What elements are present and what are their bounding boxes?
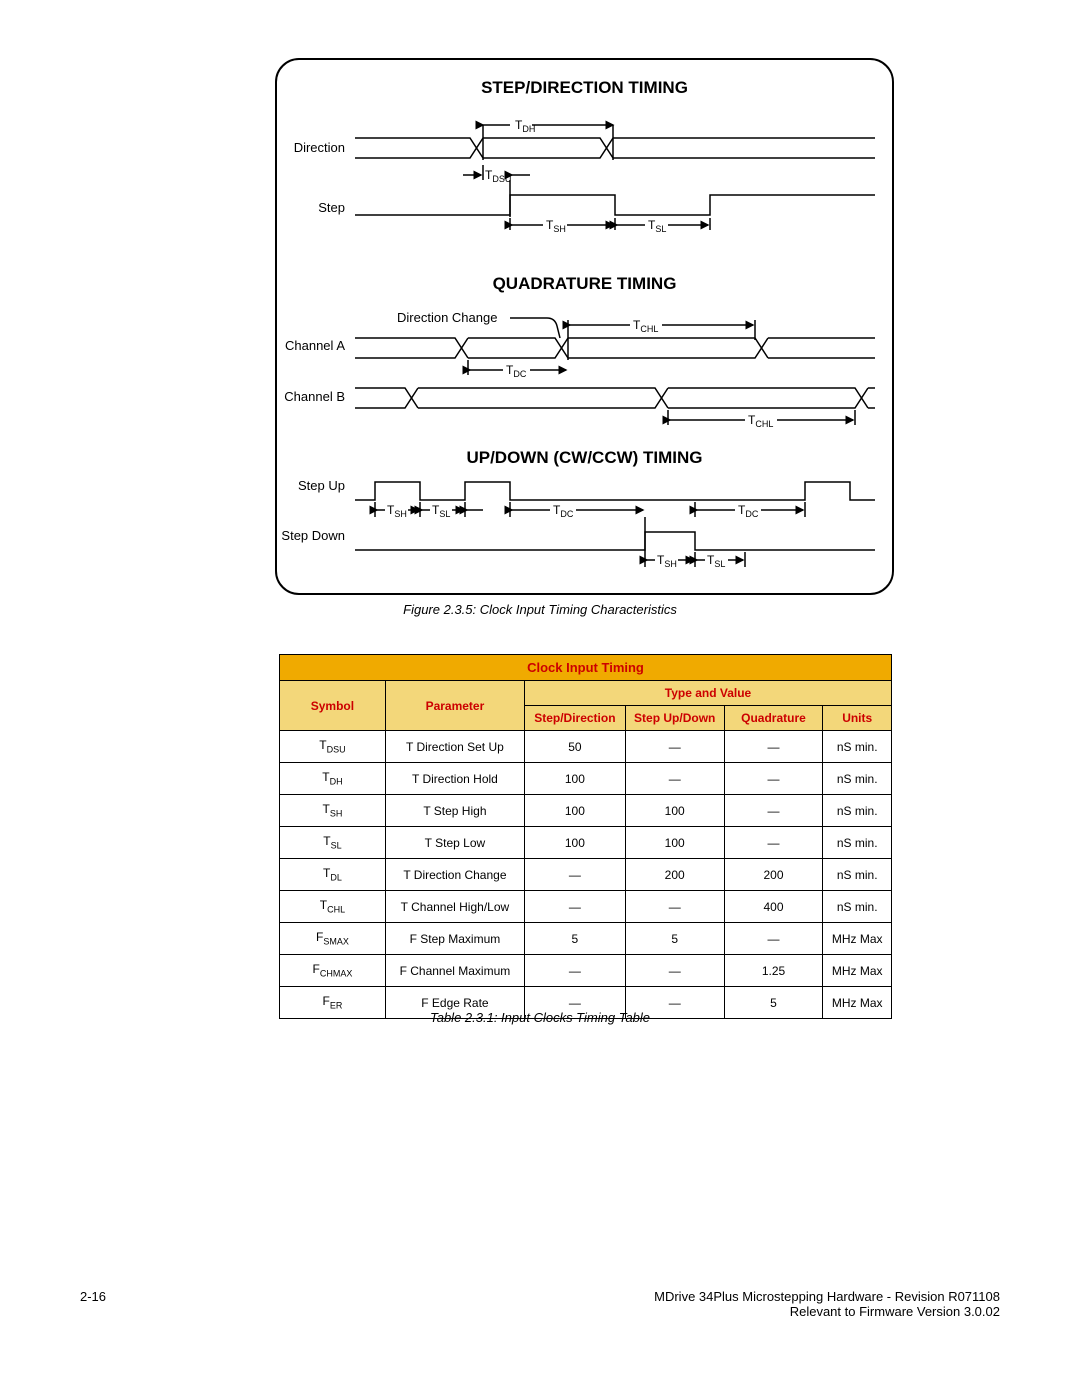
cell-u: MHz Max: [823, 955, 892, 987]
cell-q: 1.25: [724, 955, 823, 987]
cell-param: T Step Low: [385, 827, 524, 859]
footer-right1: MDrive 34Plus Microstepping Hardware - R…: [654, 1289, 1000, 1304]
cell-symbol: TSL: [280, 827, 386, 859]
cell-sd: 100: [524, 827, 625, 859]
table-row: TDHT Direction Hold100——nS min.: [280, 763, 892, 795]
cell-q: 400: [724, 891, 823, 923]
th-sd: Step/Direction: [524, 706, 625, 731]
timing-table: Clock Input Timing Symbol Parameter Type…: [279, 654, 892, 1019]
table-row: TDLT Direction Change—200200nS min.: [280, 859, 892, 891]
cell-u: nS min.: [823, 891, 892, 923]
cell-q: —: [724, 827, 823, 859]
section-title-quad: QUADRATURE TIMING: [277, 274, 892, 294]
th-ud: Step Up/Down: [625, 706, 724, 731]
table-row: FSMAXF Step Maximum55—MHz Max: [280, 923, 892, 955]
th-u: Units: [823, 706, 892, 731]
cell-param: T Direction Set Up: [385, 731, 524, 763]
label-step: Step: [277, 200, 345, 215]
table-row: TSHT Step High100100—nS min.: [280, 795, 892, 827]
cell-param: T Channel High/Low: [385, 891, 524, 923]
label-stepup: Step Up: [267, 478, 345, 493]
cell-ud: 5: [625, 923, 724, 955]
cell-ud: 100: [625, 827, 724, 859]
svg-text:TSH: TSH: [546, 218, 566, 234]
table-row: TCHLT Channel High/Low——400nS min.: [280, 891, 892, 923]
cell-symbol: TSH: [280, 795, 386, 827]
cell-sd: 100: [524, 795, 625, 827]
svg-sd: TDH TDSU TSH TSL: [355, 100, 885, 240]
cell-param: T Direction Change: [385, 859, 524, 891]
table-title: Clock Input Timing: [280, 655, 892, 681]
label-chb: Channel B: [267, 389, 345, 404]
cell-symbol: TCHL: [280, 891, 386, 923]
th-type-value: Type and Value: [524, 681, 891, 706]
svg-text:TDC: TDC: [553, 503, 574, 519]
cell-sd: —: [524, 955, 625, 987]
svg-text:TDH: TDH: [515, 118, 535, 134]
svg-text:TSL: TSL: [707, 553, 725, 569]
svg-text:TDC: TDC: [738, 503, 759, 519]
cell-sd: —: [524, 891, 625, 923]
label-direction: Direction: [277, 140, 345, 155]
label-cha: Channel A: [267, 338, 345, 353]
cell-q: —: [724, 731, 823, 763]
cell-ud: —: [625, 763, 724, 795]
cell-sd: 100: [524, 763, 625, 795]
table-row: FCHMAXF Channel Maximum——1.25MHz Max: [280, 955, 892, 987]
section-title-sd: STEP/DIRECTION TIMING: [277, 78, 892, 98]
page-number: 2-16: [80, 1289, 106, 1304]
svg-text:TCHL: TCHL: [633, 318, 658, 334]
cell-symbol: TDH: [280, 763, 386, 795]
cell-ud: 100: [625, 795, 724, 827]
svg-ud: TSH TSL TDC TDC: [355, 470, 885, 585]
cell-symbol: FCHMAX: [280, 955, 386, 987]
cell-param: T Step High: [385, 795, 524, 827]
cell-u: nS min.: [823, 827, 892, 859]
timing-table-wrap: Clock Input Timing Symbol Parameter Type…: [279, 654, 892, 1019]
cell-symbol: TDSU: [280, 731, 386, 763]
th-q: Quadrature: [724, 706, 823, 731]
svg-quad: Direction Change TCHL: [355, 300, 885, 440]
figure-caption: Figure 2.3.5: Clock Input Timing Charact…: [0, 602, 1080, 617]
cell-ud: —: [625, 891, 724, 923]
table-row: TSLT Step Low100100—nS min.: [280, 827, 892, 859]
svg-text:TSL: TSL: [648, 218, 666, 234]
cell-sd: 50: [524, 731, 625, 763]
cell-u: nS min.: [823, 795, 892, 827]
svg-text:TSH: TSH: [657, 553, 677, 569]
footer-right2: Relevant to Firmware Version 3.0.02: [790, 1304, 1000, 1319]
cell-ud: —: [625, 731, 724, 763]
figure-panel: STEP/DIRECTION TIMING Direction Step: [275, 58, 894, 595]
svg-text:TDSU: TDSU: [485, 168, 511, 184]
cell-param: F Channel Maximum: [385, 955, 524, 987]
table-row: TDSUT Direction Set Up50——nS min.: [280, 731, 892, 763]
cell-u: nS min.: [823, 763, 892, 795]
cell-param: T Direction Hold: [385, 763, 524, 795]
svg-text:TDC: TDC: [506, 363, 527, 379]
svg-text:TCHL: TCHL: [748, 413, 773, 429]
svg-text:TSL: TSL: [432, 503, 450, 519]
cell-param: F Step Maximum: [385, 923, 524, 955]
section-title-ud: UP/DOWN (CW/CCW) TIMING: [277, 448, 892, 468]
cell-q: —: [724, 923, 823, 955]
cell-q: —: [724, 795, 823, 827]
th-symbol: Symbol: [280, 681, 386, 731]
svg-text:TSH: TSH: [387, 503, 407, 519]
cell-symbol: FSMAX: [280, 923, 386, 955]
cell-q: 200: [724, 859, 823, 891]
cell-u: MHz Max: [823, 923, 892, 955]
footer: 2-16 MDrive 34Plus Microstepping Hardwar…: [80, 1289, 1000, 1319]
label-stepdown: Step Down: [265, 528, 345, 543]
cell-ud: —: [625, 955, 724, 987]
cell-u: nS min.: [823, 859, 892, 891]
cell-ud: 200: [625, 859, 724, 891]
svg-text:Direction Change: Direction Change: [397, 310, 497, 325]
th-parameter: Parameter: [385, 681, 524, 731]
cell-sd: 5: [524, 923, 625, 955]
cell-sd: —: [524, 859, 625, 891]
cell-symbol: TDL: [280, 859, 386, 891]
cell-q: —: [724, 763, 823, 795]
cell-u: nS min.: [823, 731, 892, 763]
table-caption: Table 2.3.1: Input Clocks Timing Table: [0, 1010, 1080, 1025]
